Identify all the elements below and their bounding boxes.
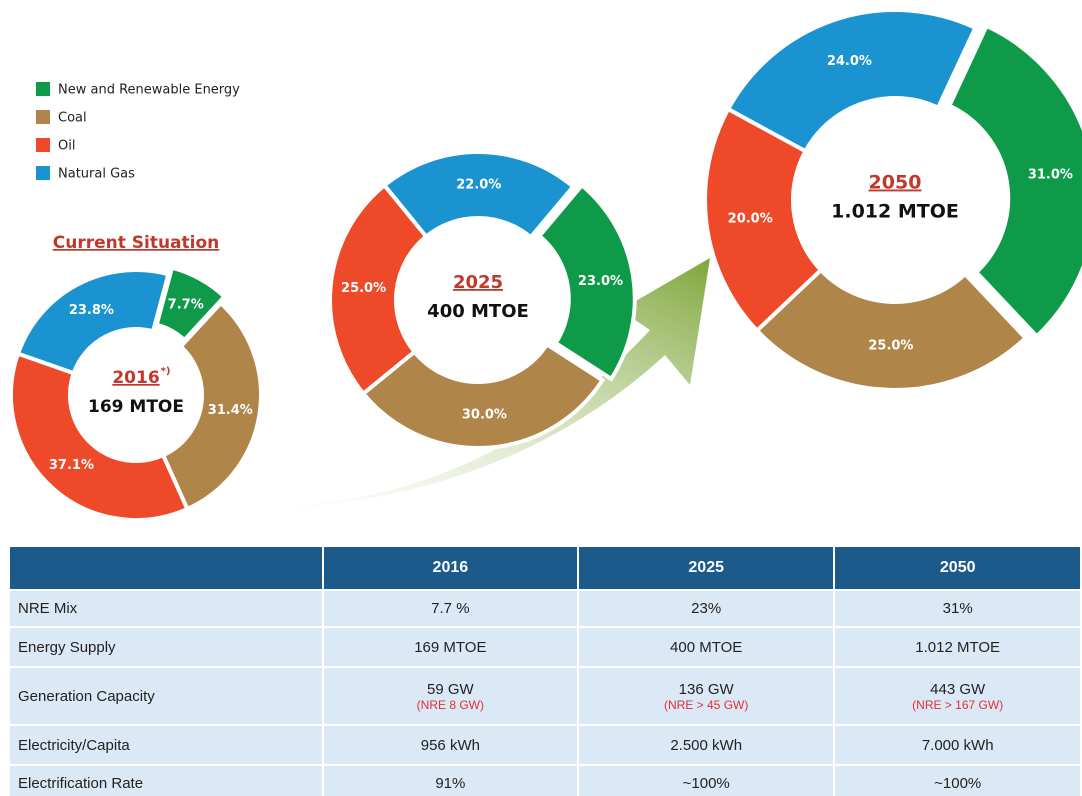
- row-label: Energy Supply: [8, 626, 324, 668]
- center-title: 2025: [453, 272, 503, 293]
- header-cell: [8, 545, 324, 591]
- header-cell: 2050: [833, 545, 1082, 591]
- donut-slice: [328, 182, 429, 397]
- cell-text: 956 kWh: [420, 736, 480, 754]
- cell-note: (NRE > 167 GW): [912, 697, 1004, 712]
- table-cell: 2.500 kWh: [576, 724, 836, 766]
- value-label: 7.7%: [168, 297, 204, 312]
- chart-area: New and Renewable Energy Coal Oil Natural G…: [9, 8, 1082, 522]
- table-cell: 59 GW (NRE 8 GW): [321, 666, 580, 726]
- table-cell: 23%: [576, 589, 836, 628]
- donut-slice: [725, 8, 978, 154]
- table-row: Electricity/Capita 956 kWh 2.500 kWh 7.000 …: [8, 724, 1082, 766]
- donut-hole: [398, 220, 558, 380]
- donut-hole: [795, 100, 995, 300]
- legend-swatch: [36, 82, 50, 96]
- table-cell: 400 MTOE: [576, 626, 836, 668]
- legend-label: Oil: [58, 139, 75, 154]
- cell-note: (NRE > 45 GW): [664, 697, 749, 712]
- donut-slice: [9, 351, 190, 522]
- legend-label: New and Renewable Energy: [58, 83, 240, 98]
- row-label: Electrification Rate: [8, 764, 324, 796]
- center-subtitle: 400 MTOE: [427, 301, 529, 322]
- row-label: Generation Capacity: [8, 666, 324, 726]
- table-row: Electrification Rate 91% ~100% ~100%: [8, 764, 1082, 796]
- value-label: 23.8%: [69, 303, 114, 318]
- center-note: *): [161, 366, 171, 377]
- legend-label: Coal: [58, 111, 87, 126]
- value-label: 20.0%: [728, 211, 773, 226]
- value-label: 22.0%: [456, 178, 501, 193]
- donut-slice: [15, 268, 171, 376]
- cell-text: 443 GW: [930, 680, 986, 698]
- cell-text: ~100%: [934, 774, 982, 792]
- cell-text: 2.500 kWh: [670, 736, 743, 754]
- table-row: NRE Mix 7.7 % 23% 31%: [8, 589, 1082, 628]
- row-label: NRE Mix: [8, 589, 324, 628]
- legend-swatch: [36, 138, 50, 152]
- donut-slice: [536, 182, 637, 382]
- table-cell: 31%: [833, 589, 1082, 628]
- table-row: Energy Supply 169 MTOE 400 MTOE 1.012 MTOE: [8, 626, 1082, 668]
- legend-swatch: [36, 166, 50, 180]
- table-cell: ~100%: [833, 764, 1082, 796]
- row-label: Electricity/Capita: [8, 724, 324, 766]
- donut-slice: [160, 300, 263, 512]
- cell-text: 91%: [435, 774, 466, 792]
- cell-text: 31%: [942, 600, 973, 617]
- cell-text: 169 MTOE: [414, 638, 487, 656]
- table-cell: 956 kWh: [321, 724, 580, 766]
- cell-text: ~100%: [682, 774, 730, 792]
- value-label: 30.0%: [462, 407, 507, 422]
- legend-label: Natural Gas: [58, 167, 135, 182]
- center-subtitle: 1.012 MTOE: [831, 201, 959, 223]
- value-label: 25.0%: [341, 281, 386, 296]
- center-subtitle: 169 MTOE: [88, 397, 184, 417]
- table-cell: 136 GW (NRE > 45 GW): [576, 666, 836, 726]
- table-cell: ~100%: [576, 764, 836, 796]
- value-label: 31.4%: [208, 403, 253, 418]
- header-cell: 2025: [576, 545, 836, 591]
- donut-slice: [703, 106, 824, 334]
- cell-text: 23%: [691, 600, 722, 617]
- value-label: 24.0%: [827, 54, 872, 69]
- header-cell: 2016: [321, 545, 580, 591]
- value-label: 25.0%: [868, 338, 913, 353]
- cell-note: (NRE 8 GW): [416, 697, 485, 712]
- cell-text: 400 MTOE: [670, 638, 743, 656]
- value-label: 23.0%: [578, 274, 623, 289]
- chart-title: Current Situation: [53, 233, 220, 253]
- donut-slice: [381, 150, 576, 241]
- center-title: 2050: [869, 172, 922, 194]
- table-cell: 7.7 %: [321, 589, 580, 628]
- donut-slice: [154, 265, 228, 343]
- center-title: 2016: [112, 368, 159, 388]
- summary-table: 2016 2025 2050 NRE Mix 7.7 % 23% 31% Energy Sup…: [8, 545, 1082, 796]
- table-cell: 91%: [321, 764, 580, 796]
- table-cell: 1.012 MTOE: [833, 626, 1082, 668]
- growth-arrow: [200, 258, 710, 508]
- table-cell: 443 GW (NRE > 167 GW): [833, 666, 1082, 726]
- donut-slice: [754, 267, 1029, 392]
- table-cell: 169 MTOE: [321, 626, 580, 668]
- value-label: 37.1%: [49, 458, 94, 473]
- donut-slice: [946, 23, 1082, 340]
- table-row: Generation Capacity 59 GW (NRE 8 GW) 136 GW…: [8, 666, 1082, 726]
- cell-text: 7.000 kWh: [921, 736, 994, 754]
- table-cell: 7.000 kWh: [833, 724, 1082, 766]
- cell-text: 1.012 MTOE: [915, 638, 1001, 656]
- donut-slice: [360, 341, 606, 450]
- value-label: 31.0%: [1028, 167, 1073, 182]
- cell-text: 7.7 %: [431, 600, 470, 617]
- legend-swatch: [36, 110, 50, 124]
- header-row: 2016 2025 2050: [8, 545, 1082, 591]
- cell-text: 59 GW: [427, 680, 474, 698]
- donut-hole: [72, 331, 200, 459]
- cell-text: 136 GW: [678, 680, 734, 698]
